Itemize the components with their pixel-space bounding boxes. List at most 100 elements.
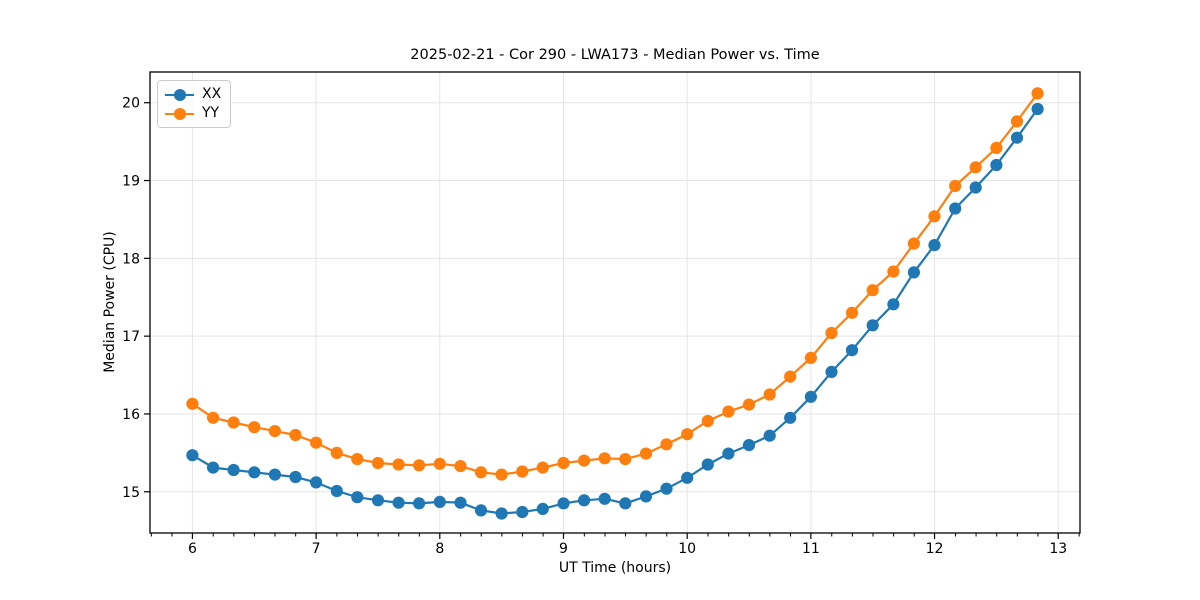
series-yy-marker — [433, 457, 446, 470]
series-yy-marker — [474, 466, 488, 479]
series-xx-marker — [413, 497, 426, 510]
series-xx-marker — [227, 463, 240, 477]
series-yy-marker — [619, 453, 632, 466]
series-yy-marker — [701, 414, 714, 428]
series-xx-marker — [722, 447, 735, 460]
plot-border — [149, 71, 1081, 534]
series-xx-marker — [804, 390, 818, 403]
series-yy-marker — [804, 351, 818, 364]
series-xx-marker — [474, 504, 488, 517]
legend-label-xx: XX — [202, 86, 222, 102]
series-yy-marker — [413, 459, 426, 472]
series-xx-marker — [371, 494, 385, 507]
legend-dot-icon — [173, 107, 186, 120]
x-axis-label: UT Time (hours) — [558, 560, 672, 576]
series-yy-marker — [598, 452, 611, 465]
series-yy-marker — [1010, 115, 1024, 128]
y-tick-label: 17 — [122, 329, 140, 345]
series-xx-marker — [578, 494, 591, 507]
x-tick-label: 11 — [802, 541, 820, 557]
series-xx-marker — [248, 466, 261, 479]
series-yy-marker — [845, 306, 859, 319]
series-yy-marker — [639, 447, 653, 460]
series-yy-marker — [887, 265, 900, 278]
series-xx-marker — [1010, 131, 1024, 144]
series-xx-marker — [928, 239, 941, 252]
series-yy-marker — [330, 446, 343, 459]
series-xx-marker — [289, 470, 302, 484]
series-yy-marker — [969, 161, 982, 174]
series-yy-marker — [351, 453, 364, 466]
legend-item-xx: XX — [165, 85, 221, 104]
legend-dot-icon — [173, 88, 186, 101]
series-yy-marker — [207, 411, 220, 424]
series-xx-marker — [557, 497, 570, 510]
series-yy-marker — [660, 438, 673, 451]
series-yy-marker — [227, 416, 240, 429]
series-yy-marker — [310, 436, 323, 449]
series-xx-marker — [969, 181, 982, 194]
series-xx-marker — [516, 505, 529, 519]
series-xx-marker — [990, 158, 1003, 172]
series-yy-marker — [784, 370, 797, 383]
y-tick-label: 20 — [122, 96, 140, 112]
series-xx-marker — [268, 468, 281, 481]
series-yy-marker — [454, 460, 467, 473]
series-xx-marker — [742, 439, 756, 452]
series-xx-marker — [701, 458, 714, 471]
series-yy-marker — [928, 210, 941, 223]
series-xx-marker — [536, 502, 549, 515]
y-tick-label: 19 — [122, 174, 140, 190]
series-xx-marker — [495, 507, 508, 520]
series-yy-marker — [578, 454, 591, 467]
series-yy-marker — [763, 388, 776, 401]
y-tick-label: 18 — [122, 251, 140, 267]
series-xx-marker — [310, 476, 323, 489]
series-xx-marker — [763, 429, 776, 442]
series-xx-marker — [784, 411, 797, 424]
series-xx-marker — [639, 490, 653, 503]
series-xx-marker — [392, 496, 405, 509]
legend-label-yy: YY — [202, 105, 220, 121]
x-tick-label: 6 — [188, 541, 197, 557]
series-xx-marker — [660, 482, 673, 495]
series-xx-marker — [845, 344, 859, 357]
series-xx-marker — [825, 365, 838, 378]
legend-item-yy: YY — [165, 104, 221, 123]
chart-title: 2025-02-21 - Cor 290 - LWA173 - Median P… — [410, 47, 820, 63]
legend-line-marker-icon — [165, 107, 194, 120]
series-xx-marker — [351, 491, 364, 504]
series-xx-marker — [330, 484, 343, 498]
series-yy-marker — [248, 421, 261, 434]
x-tick-label: 8 — [435, 541, 444, 557]
series-yy-marker — [268, 425, 281, 438]
series-xx-marker — [598, 492, 611, 505]
series-xx-line — [191, 108, 1039, 515]
series-yy-marker — [990, 141, 1003, 154]
series-yy-marker — [557, 456, 570, 470]
series-xx-marker — [887, 298, 900, 311]
y-axis-label: Median Power (CPU) — [102, 231, 118, 373]
series-xx-marker — [186, 449, 199, 462]
x-tick-label: 12 — [926, 541, 944, 557]
legend-line-marker-icon — [165, 88, 194, 101]
series-yy-marker — [907, 237, 921, 250]
series-yy-marker — [949, 179, 962, 193]
series-yy-marker — [742, 398, 756, 411]
series-xx-marker — [454, 496, 467, 509]
series-xx-marker — [866, 319, 879, 332]
series-yy-marker — [825, 326, 838, 340]
series-xx-marker — [1031, 102, 1044, 116]
series-xx-marker — [907, 266, 921, 279]
series-yy-marker — [289, 428, 302, 442]
series-yy-marker — [371, 456, 385, 470]
series-xx-marker — [619, 497, 632, 510]
series-yy-marker — [1031, 87, 1044, 100]
x-tick-label: 13 — [1049, 541, 1067, 557]
series-yy-marker — [495, 468, 508, 481]
series-yy-marker — [392, 458, 405, 471]
x-tick-label: 7 — [312, 541, 321, 557]
series-xx-marker — [949, 202, 962, 215]
